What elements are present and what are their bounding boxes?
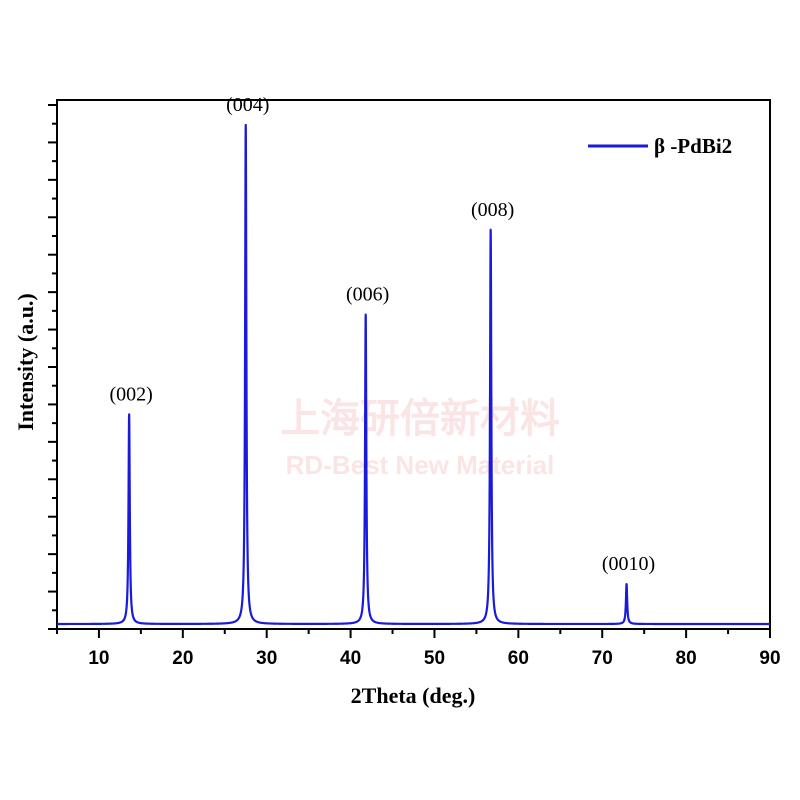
x-tick-label: 20 <box>172 648 193 669</box>
watermark-english: RD-Best New Material <box>286 450 555 480</box>
watermark-chinese: 上海研倍新材料 <box>280 396 560 442</box>
peak-label: (0010) <box>602 553 655 575</box>
legend-label: β -PdBi2 <box>654 134 732 158</box>
peak-label: (008) <box>471 199 514 221</box>
peak-label: (004) <box>226 94 269 116</box>
x-tick-label: 80 <box>676 648 697 669</box>
x-tick-label: 40 <box>340 648 361 669</box>
plot-frame <box>56 99 771 630</box>
x-tick-label: 50 <box>424 648 445 669</box>
y-axis-title: Intensity (a.u.) <box>13 293 38 431</box>
series-line-pdbi2 <box>56 123 771 626</box>
x-tick-label: 60 <box>508 648 529 669</box>
x-axis-title: 2Theta (deg.) <box>351 683 476 708</box>
peak-label: (002) <box>109 383 152 405</box>
y-axis-ticks <box>48 103 57 630</box>
x-tick-label: 90 <box>759 648 780 669</box>
peak-labels: (002) (004) (006) (008) (0010) <box>109 94 655 575</box>
legend: β -PdBi2 <box>588 134 732 158</box>
x-tick-label: 10 <box>88 648 109 669</box>
x-axis-ticks: 10 20 30 40 50 60 70 80 90 <box>56 629 781 669</box>
x-tick-label: 70 <box>592 648 613 669</box>
peak-label: (006) <box>346 284 389 306</box>
x-tick-label: 30 <box>256 648 277 669</box>
